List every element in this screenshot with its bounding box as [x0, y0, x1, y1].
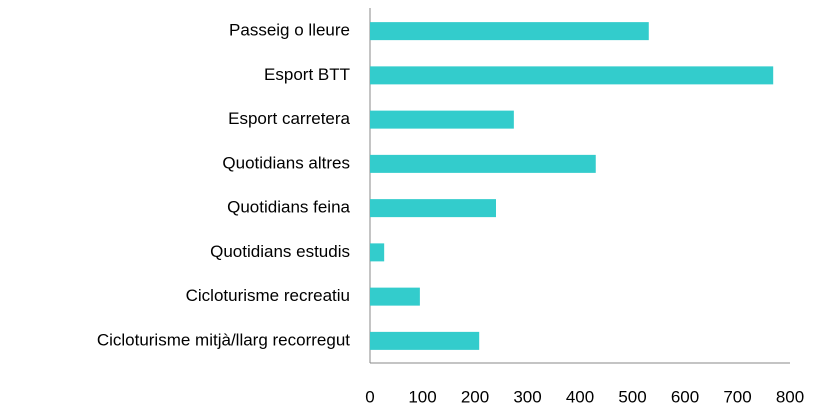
bar: [370, 154, 596, 173]
bar: [370, 331, 480, 350]
y-tick-label: Cicloturisme mitjà/llarg recorregut: [97, 330, 350, 349]
bar: [370, 287, 420, 306]
x-tick-label: 400: [566, 387, 594, 406]
x-tick-label: 0: [365, 387, 374, 406]
x-tick-label: 800: [776, 387, 804, 406]
y-tick-label: Passeig o lleure: [229, 21, 350, 40]
x-tick-label: 100: [408, 387, 436, 406]
bar: [370, 199, 496, 218]
y-tick-label: Esport BTT: [264, 65, 350, 84]
y-tick-label: Cicloturisme recreatiu: [186, 286, 350, 305]
bar: [370, 110, 514, 129]
y-tick-label: Quotidians altres: [222, 153, 350, 172]
y-tick-label: Quotidians estudis: [210, 242, 350, 261]
y-tick-label: Quotidians feina: [227, 198, 350, 217]
x-tick-label: 200: [461, 387, 489, 406]
x-tick-label: 500: [618, 387, 646, 406]
bar: [370, 243, 385, 262]
x-tick-label: 300: [513, 387, 541, 406]
bar: [370, 66, 774, 85]
x-tick-label: 600: [671, 387, 699, 406]
x-tick-label: 700: [723, 387, 751, 406]
bar: [370, 22, 649, 41]
y-tick-label: Esport carretera: [228, 109, 350, 128]
